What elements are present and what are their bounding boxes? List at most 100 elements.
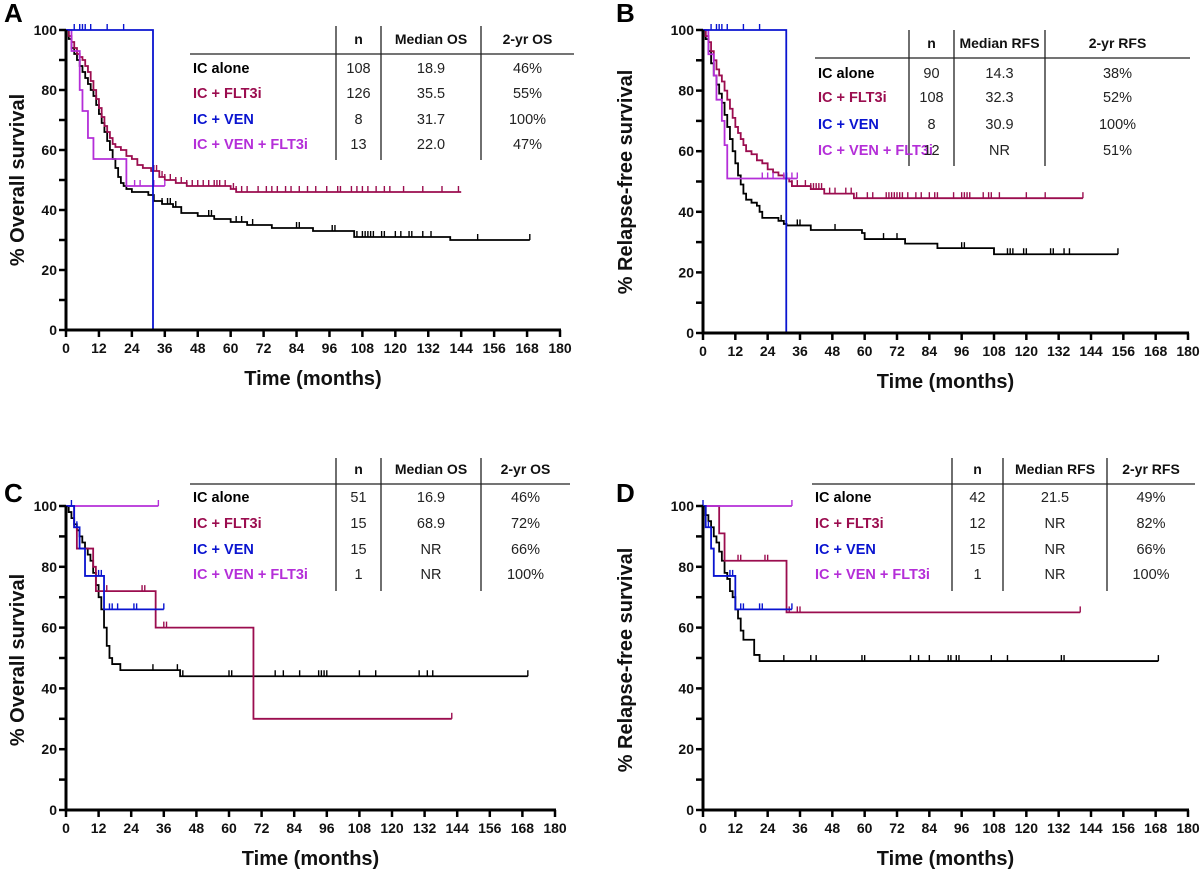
x-tick-label: 144: [1079, 820, 1103, 836]
median-cell: 21.5: [1041, 490, 1069, 506]
x-axis-title: Time (months): [242, 848, 379, 870]
table-header-cell: 2-yr OS: [501, 461, 551, 477]
median-cell: 16.9: [417, 490, 445, 506]
x-tick-label: 24: [760, 820, 776, 836]
row-label: IC + VEN + FLT3i: [815, 567, 930, 583]
table-header-cell: n: [354, 31, 363, 47]
median-cell: 68.9: [417, 516, 445, 532]
row-label: IC alone: [818, 66, 874, 82]
table-header-cell: n: [927, 35, 936, 51]
y-axis-title: % Relapse-free survival: [615, 70, 637, 295]
n-cell: 8: [927, 117, 935, 133]
x-tick-label: 108: [351, 340, 375, 356]
row-label: IC + VEN + FLT3i: [193, 567, 308, 583]
summary-table: n Median RFS 2-yr RFS IC alone 42 21.5 49% IC +…: [808, 456, 1197, 597]
row-label: IC + FLT3i: [815, 516, 884, 532]
survival-curve: [66, 29, 530, 241]
series-ic-ven: [702, 500, 793, 611]
n-cell: 108: [346, 61, 370, 77]
x-tick-label: 156: [1112, 343, 1136, 359]
median-cell: NR: [1045, 567, 1066, 583]
table-row: IC + VEN 8 30.9 100%: [818, 117, 1136, 133]
n-cell: 1: [354, 567, 362, 583]
y-tick-label: 0: [686, 802, 694, 818]
x-axis-title: Time (months): [877, 848, 1014, 870]
row-label: IC + VEN: [193, 542, 254, 558]
median-cell: 35.5: [417, 86, 445, 102]
table-background: [811, 28, 1192, 172]
x-tick-label: 24: [124, 340, 140, 356]
row-label: IC + VEN + FLT3i: [193, 137, 308, 153]
survival-curve: [703, 29, 788, 333]
x-tick-label: 144: [446, 820, 470, 836]
table-header-cell: 2-yr RFS: [1122, 461, 1180, 477]
two-year-cell: 100%: [1099, 117, 1136, 133]
x-tick-label: 180: [543, 820, 567, 836]
row-label: IC + VEN + FLT3i: [818, 143, 933, 159]
x-tick-label: 60: [857, 343, 873, 359]
table-row: IC + FLT3i 12 NR 82%: [815, 516, 1166, 532]
y-tick-label: 60: [678, 143, 694, 159]
x-tick-label: 120: [1015, 820, 1039, 836]
y-tick-label: 60: [41, 620, 57, 636]
panel-letter: C: [4, 478, 23, 508]
median-cell: NR: [421, 567, 442, 583]
x-tick-label: 48: [825, 820, 841, 836]
panel-d: D0 12 24 36 48 60 72 84 96 108 120 132 144 156 168 1800…: [615, 456, 1200, 870]
y-tick-label: 20: [678, 741, 694, 757]
y-tick-label: 60: [678, 620, 694, 636]
x-tick-label: 156: [478, 820, 502, 836]
y-tick-label: 40: [678, 204, 694, 220]
y-tick-label: 20: [41, 741, 57, 757]
row-label: IC + FLT3i: [193, 516, 262, 532]
two-year-cell: 55%: [513, 86, 542, 102]
row-label: IC + FLT3i: [818, 90, 887, 106]
y-tick-label: 0: [686, 325, 694, 341]
panel-letter: D: [616, 478, 635, 508]
table-row: IC alone 42 21.5 49%: [815, 490, 1166, 506]
two-year-cell: 66%: [1136, 542, 1165, 558]
y-tick-label: 80: [41, 82, 57, 98]
n-cell: 15: [350, 542, 366, 558]
x-tick-label: 108: [982, 343, 1006, 359]
x-tick-label: 180: [548, 340, 572, 356]
panel-a: A0 12 24 36 48 60 72 84 96 108 120 132 144 156 168 1800…: [4, 0, 576, 390]
x-tick-label: 120: [1015, 343, 1039, 359]
y-tick-label: 100: [671, 22, 695, 38]
panel-c: C0 12 24 36 48 60 72 84 96 108 120 132 144 156 168 1800…: [4, 456, 572, 870]
table-header-cell: n: [973, 461, 982, 477]
survival-curve: [66, 29, 154, 330]
y-tick-label: 0: [49, 322, 57, 338]
table-row: IC + VEN + FLT3i 13 22.0 47%: [193, 137, 542, 153]
x-tick-label: 12: [728, 343, 744, 359]
y-tick-label: 40: [41, 680, 57, 696]
x-tick-label: 132: [417, 340, 441, 356]
y-axis-title: % Overall survival: [7, 94, 29, 266]
x-tick-label: 0: [699, 343, 707, 359]
x-tick-label: 96: [319, 820, 335, 836]
table-header-cell: 2-yr RFS: [1089, 35, 1147, 51]
table-row: IC + VEN 15 NR 66%: [815, 542, 1166, 558]
n-cell: 126: [346, 86, 370, 102]
table-row: IC + FLT3i 15 68.9 72%: [193, 516, 540, 532]
axes: 0 12 24 36 48 60 72 84 96 108 120 132 144 156 168 180 0 2…: [34, 22, 572, 356]
x-tick-label: 132: [1047, 820, 1071, 836]
x-tick-label: 168: [511, 820, 535, 836]
x-tick-label: 36: [157, 340, 173, 356]
x-tick-label: 36: [156, 820, 172, 836]
x-tick-label: 96: [954, 343, 970, 359]
series-ic-ven-flt3i: [703, 500, 793, 507]
n-cell: 13: [350, 137, 366, 153]
x-tick-label: 36: [792, 820, 808, 836]
x-tick-label: 84: [922, 343, 938, 359]
x-tick-label: 48: [825, 343, 841, 359]
x-tick-label: 108: [982, 820, 1006, 836]
panel-letter: B: [616, 0, 635, 28]
table-header-cell: 2-yr OS: [503, 31, 553, 47]
x-tick-label: 180: [1176, 343, 1200, 359]
two-year-cell: 52%: [1103, 90, 1132, 106]
median-cell: 18.9: [417, 61, 445, 77]
n-cell: 90: [923, 66, 939, 82]
two-year-cell: 72%: [511, 516, 540, 532]
